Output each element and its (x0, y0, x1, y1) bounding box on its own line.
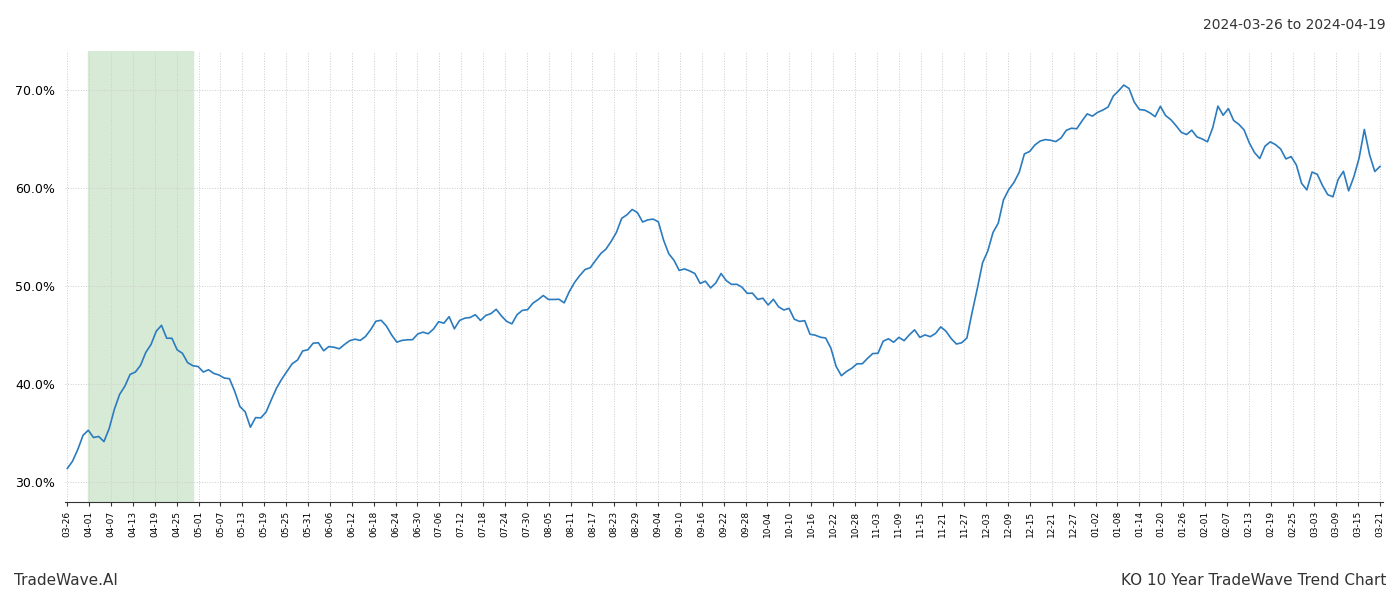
Text: TradeWave.AI: TradeWave.AI (14, 573, 118, 588)
Bar (88, 51, 193, 502)
Text: KO 10 Year TradeWave Trend Chart: KO 10 Year TradeWave Trend Chart (1120, 573, 1386, 588)
Text: 2024-03-26 to 2024-04-19: 2024-03-26 to 2024-04-19 (1204, 18, 1386, 32)
